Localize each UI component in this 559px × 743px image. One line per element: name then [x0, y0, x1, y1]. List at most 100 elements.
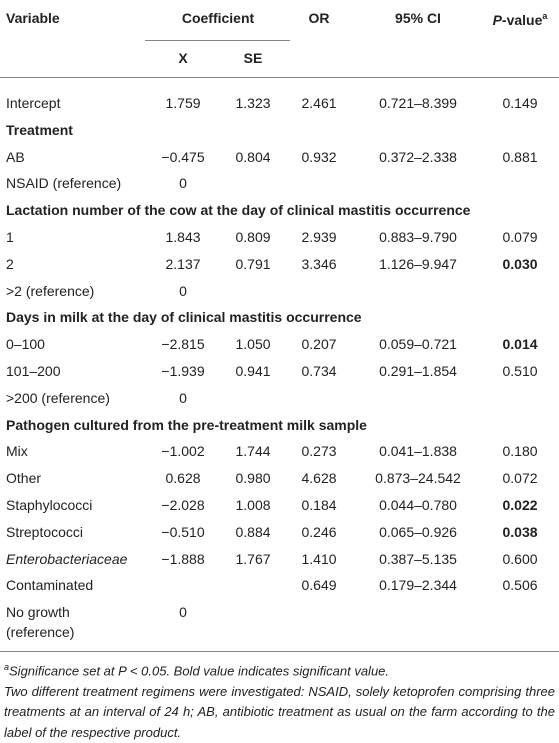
cell-p: 0.072 [502, 470, 538, 487]
header-ci: 95% CI [395, 10, 441, 26]
cell-or: 0.207 [301, 336, 337, 353]
cell-se: 0.791 [235, 255, 271, 272]
cell-p: 0.038 [502, 523, 538, 540]
header-p-value: P-valuea [493, 6, 548, 30]
cell-se: 1.008 [235, 497, 271, 513]
header-p-text: -value [501, 11, 543, 28]
footnote-text: Significance set at P < 0.05. Bold value… [9, 663, 390, 679]
cell-se: 0.980 [235, 470, 271, 487]
cell-x: −1.939 [161, 363, 205, 379]
row-label: Enterobacteriaceae [6, 550, 128, 567]
header-or: OR [308, 10, 330, 26]
cell-or: 4.628 [301, 470, 337, 487]
cell-p: 0.079 [502, 229, 538, 245]
cell-ci: 1.126–9.947 [379, 255, 457, 272]
row-label: Staphylococci [6, 497, 93, 513]
row-label: >2 (reference) [6, 282, 95, 299]
row-label: Contaminated [6, 577, 94, 594]
cell-ci: 0.044–0.780 [379, 497, 457, 513]
cell-or: 0.246 [301, 523, 337, 540]
row-label: NSAID (reference) [6, 175, 122, 192]
cell-ci: 0.721–8.399 [379, 95, 457, 111]
group-heading: Lactation number of the cow at the day o… [6, 202, 471, 219]
group-heading: Pathogen cultured from the pre-treatment… [6, 416, 367, 433]
header-x: X [178, 50, 188, 66]
cell-ci: 0.387–5.135 [379, 550, 457, 567]
cell-x: −1.888 [161, 550, 205, 567]
cell-se: 1.050 [235, 336, 271, 353]
cell-or: 1.410 [301, 550, 337, 567]
cell-or: 3.346 [301, 255, 337, 272]
row-label: 101–200 [6, 363, 61, 379]
cell-x: 1.843 [165, 229, 201, 245]
footnote: aSignificance set at P < 0.05. Bold valu… [4, 657, 555, 682]
header-variable: Variable [6, 10, 60, 26]
cell-ci: 0.372–2.338 [379, 148, 457, 165]
cell-p: 0.881 [502, 148, 538, 165]
cell-or: 0.649 [301, 577, 337, 594]
cell-p: 0.510 [502, 363, 538, 379]
footnotes: aSignificance set at P < 0.05. Bold valu… [4, 657, 555, 743]
row-label: 0–100 [6, 336, 45, 353]
group-heading: Treatment [6, 121, 73, 138]
cell-se: 0.809 [235, 229, 271, 245]
header-p: P [492, 11, 502, 28]
cell-ci: 0.291–1.854 [379, 363, 457, 379]
cell-ci: 0.059–0.721 [379, 336, 457, 353]
cell-x: −0.475 [161, 148, 205, 165]
cell-x: −1.002 [161, 443, 205, 460]
cell-ci: 0.041–1.838 [379, 443, 457, 460]
row-label: 2 [6, 255, 14, 272]
header-se: SE [243, 50, 263, 66]
rule [145, 40, 290, 41]
cell-ci: 0.883–9.790 [379, 229, 457, 245]
footnote: Two different treatment regimens were in… [4, 683, 555, 740]
cell-x: 1.759 [165, 95, 201, 111]
cell-se: 1.767 [235, 550, 271, 567]
cell-x: −2.028 [161, 497, 205, 513]
cell-p: 0.506 [502, 577, 538, 594]
header-p-sup: a [542, 11, 548, 22]
cell-se: 0.941 [235, 363, 271, 379]
rule [0, 651, 559, 652]
cell-or: 0.184 [301, 497, 337, 513]
cell-se: 1.323 [235, 95, 271, 111]
cell-p: 0.014 [502, 336, 538, 353]
cell-or: 0.932 [301, 148, 337, 165]
cell-x: 0 [179, 389, 187, 406]
row-label: 1 [6, 229, 14, 245]
footnote-sup: a [4, 662, 10, 672]
row-label: Other [6, 470, 42, 487]
cell-p: 0.022 [502, 497, 538, 513]
cell-p: 0.600 [502, 550, 538, 567]
row-label: >200 (reference) [6, 389, 110, 406]
cell-se: 0.804 [235, 148, 271, 165]
cell-ci: 0.065–0.926 [379, 523, 457, 540]
cell-ci: 0.873–24.542 [375, 470, 461, 487]
row-label: Mix [6, 443, 28, 460]
cell-x: 2.137 [165, 255, 201, 272]
cell-x: −0.510 [161, 523, 205, 540]
rule [0, 77, 559, 78]
cell-p: 0.030 [502, 255, 538, 272]
row-label: AB [6, 148, 25, 165]
cell-x: 0 [179, 175, 187, 192]
cell-ci: 0.179–2.344 [379, 577, 457, 594]
group-heading: Days in milk at the day of clinical mast… [6, 309, 362, 326]
cell-p: 0.149 [502, 95, 538, 111]
cell-or: 0.273 [301, 443, 337, 460]
cell-x: −2.815 [161, 336, 205, 353]
cell-se: 0.884 [235, 523, 271, 540]
cell-or: 0.734 [301, 363, 337, 379]
header-coefficient: Coefficient [181, 10, 255, 26]
cell-x: 0 [179, 282, 187, 299]
cell-x: 0 [179, 604, 187, 621]
row-label: Intercept [6, 95, 61, 111]
cell-se: 1.744 [235, 443, 271, 460]
cell-x: 0.628 [165, 470, 201, 487]
cell-or: 2.939 [301, 229, 337, 245]
cell-p: 0.180 [502, 443, 538, 460]
cell-or: 2.461 [301, 95, 337, 111]
row-label: No growth (reference) [6, 604, 75, 641]
